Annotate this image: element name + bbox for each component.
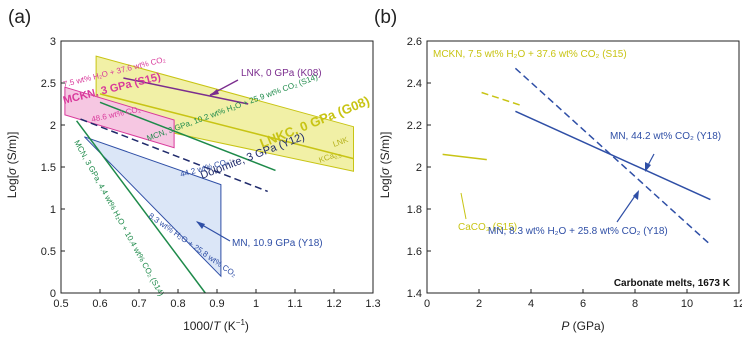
panel-b-ylabel: Log[σ (S/m)] bbox=[378, 132, 392, 199]
panel-b-plot-frame bbox=[426, 40, 740, 294]
panel-a-label: (a) bbox=[8, 7, 31, 28]
panel-a-xtick-label: 0.7 bbox=[131, 298, 146, 310]
panel-a-xtick-label: 0.9 bbox=[209, 298, 224, 310]
panel-b-axes: 0 2 4 6 8 10 12 1.4 1.6 1.8 2 2.2 2.4 2.6 bbox=[407, 36, 742, 310]
panel-a-ytick-label: 1 bbox=[50, 204, 56, 216]
panel-a-axes: 0.5 0.6 0.7 0.8 0.9 1 1.1 1.2 1.300.511.522.53 bbox=[41, 36, 381, 310]
panel-b-xlabel-suffix: (GPa) bbox=[569, 319, 604, 333]
panel-a-xtick-label: 0.5 bbox=[53, 298, 68, 310]
panel-a-ytick-label: 0 bbox=[50, 288, 56, 300]
panel-b-ytick-label: 1.6 bbox=[407, 246, 422, 258]
panel-b-ylabel-suffix: (S/m)] bbox=[378, 132, 392, 168]
panel-a-xtick-label: 1.3 bbox=[365, 298, 380, 310]
panel-a-ylabel-prefix: Log[ bbox=[5, 174, 19, 198]
panel-b-xtick-label: 10 bbox=[681, 298, 693, 310]
ann-kca-sub: 0.5 bbox=[334, 153, 343, 161]
panel-b-ytick-label: 2.6 bbox=[407, 36, 422, 48]
panel-a-ylabel: Log[σ (S/m)] bbox=[5, 132, 19, 199]
panel-b-label: (b) bbox=[374, 7, 397, 28]
panel-b-xtick-label: 2 bbox=[476, 298, 482, 310]
ann-b-mn44-arrowhead bbox=[645, 162, 651, 172]
panel-a-xtick-label: 0.8 bbox=[170, 298, 185, 310]
panel-b-ytick-label: 1.4 bbox=[407, 288, 422, 300]
panel-a-series-mcn-3-gpa-10-2-wt-h2o-25-9-wt-co2-s14 bbox=[99, 101, 276, 172]
panel-a-ytick-label: 0.5 bbox=[41, 246, 56, 258]
panel-b-series-mn-44-2-wt-co2-y18 bbox=[515, 110, 711, 201]
panel-a-xtick-label: 1.2 bbox=[326, 298, 341, 310]
ann-mn-109: MN, 10.9 GPa (Y18) bbox=[232, 238, 323, 249]
panel-b-xtick-label: 4 bbox=[528, 298, 534, 310]
panel-b-ylabel-prefix: Log[ bbox=[378, 174, 392, 198]
panel-b-xtick-label: 12 bbox=[733, 298, 742, 310]
panel-a-xlabel: 1000/T (K−1) bbox=[183, 318, 249, 333]
panel-a-annotations: LNK, 0 GPa (K08) LNKC, 0 GPa (G08) LNK K… bbox=[62, 55, 372, 298]
panel-a-xtick-label: 0.6 bbox=[92, 298, 107, 310]
panel-b-series-mckn-7-5-wt-h2o-37-6-wt-co2-s15 bbox=[481, 91, 524, 107]
panel-a-series-kca bbox=[99, 93, 354, 160]
panel-b-series bbox=[442, 67, 711, 246]
panel-a-xlabel-var: T bbox=[213, 319, 222, 333]
panel-a-xtick-label: 1 bbox=[253, 298, 259, 310]
panel-a-region-mn-10-9-gpa-y18 bbox=[84, 136, 222, 278]
ann-b-carbonate: Carbonate melts, 1673 K bbox=[614, 278, 731, 289]
panel-a-xlabel-end: ) bbox=[245, 319, 249, 333]
panel-b-ytick-label: 1.8 bbox=[407, 204, 422, 216]
panel-a-xlabel-suffix: (K bbox=[220, 319, 235, 333]
ann-b-caco3: CaCO₃ (S15) bbox=[458, 222, 517, 233]
panel-a-ytick-label: 1.5 bbox=[41, 162, 56, 174]
ann-b-mn83-leader bbox=[616, 192, 638, 223]
panel-b-series-mn-8-3-wt-h2o-25-8-wt-co2-y18 bbox=[514, 67, 711, 246]
panel-b-ytick-label: 2.2 bbox=[407, 120, 422, 132]
panel-a-ytick-label: 2 bbox=[50, 120, 56, 132]
panel-b: (b) MCKN, 7.5 wt% H₂O + 37.6 wt% CO₂ (S1… bbox=[374, 7, 742, 333]
panel-a-xlabel-prefix: 1000/ bbox=[183, 319, 214, 333]
ann-b-mn83: MN, 8.3 wt% H₂O + 25.8 wt% CO₂ (Y18) bbox=[488, 226, 668, 237]
ann-mn-109-arrowhead bbox=[196, 221, 205, 229]
panel-b-xtick-label: 6 bbox=[580, 298, 586, 310]
panel-a-series-lnk-0-gpa-k08 bbox=[123, 77, 249, 105]
panel-b-xlabel: P (GPa) bbox=[561, 319, 604, 333]
panel-b-series-caco3-s15 bbox=[442, 153, 487, 161]
panel-b-ytick-label: 2.4 bbox=[407, 78, 422, 90]
panel-b-ytick-label: 2 bbox=[416, 162, 422, 174]
ann-b-mn83-arrowhead bbox=[633, 190, 639, 200]
panel-a-ylabel-var: σ bbox=[5, 167, 19, 175]
panel-b-ylabel-var: σ bbox=[378, 167, 392, 175]
panel-a-ylabel-suffix: (S/m)] bbox=[5, 132, 19, 168]
panel-a-region-mckn-3-gpa-s15 bbox=[64, 86, 175, 149]
panel-a: (a) LNK, 0 GPa (K08) LNKC, 0 GPa (G08) L… bbox=[5, 7, 381, 333]
ann-b-mn44: MN, 44.2 wt% CO₂ (Y18) bbox=[610, 131, 721, 142]
panel-a-series-mcn-3-gpa-4-4-wt-h2o-10-4-wt-co2-s14 bbox=[75, 120, 206, 294]
panel-b-xtick-label: 0 bbox=[424, 298, 430, 310]
ann-b-mckn: MCKN, 7.5 wt% H₂O + 37.6 wt% CO₂ (S15) bbox=[433, 49, 627, 60]
panel-b-xtick-label: 8 bbox=[632, 298, 638, 310]
ann-lnk-k08: LNK, 0 GPa (K08) bbox=[241, 68, 322, 79]
ann-lnk-k08-arrowhead bbox=[209, 89, 219, 96]
panel-a-xlabel-sup: −1 bbox=[236, 318, 246, 327]
panel-a-series bbox=[75, 77, 354, 294]
panel-a-xtick-label: 1.1 bbox=[287, 298, 302, 310]
panel-b-annotations: MCKN, 7.5 wt% H₂O + 37.6 wt% CO₂ (S15) C… bbox=[433, 49, 731, 289]
panel-b-xlabel-var: P bbox=[561, 319, 569, 333]
panel-a-ytick-label: 3 bbox=[50, 36, 56, 48]
panel-a-series-dolomite-3-gpa-y12 bbox=[80, 118, 268, 193]
panel-a-ytick-label: 2.5 bbox=[41, 78, 56, 90]
ann-b-caco3-leader bbox=[460, 192, 467, 220]
